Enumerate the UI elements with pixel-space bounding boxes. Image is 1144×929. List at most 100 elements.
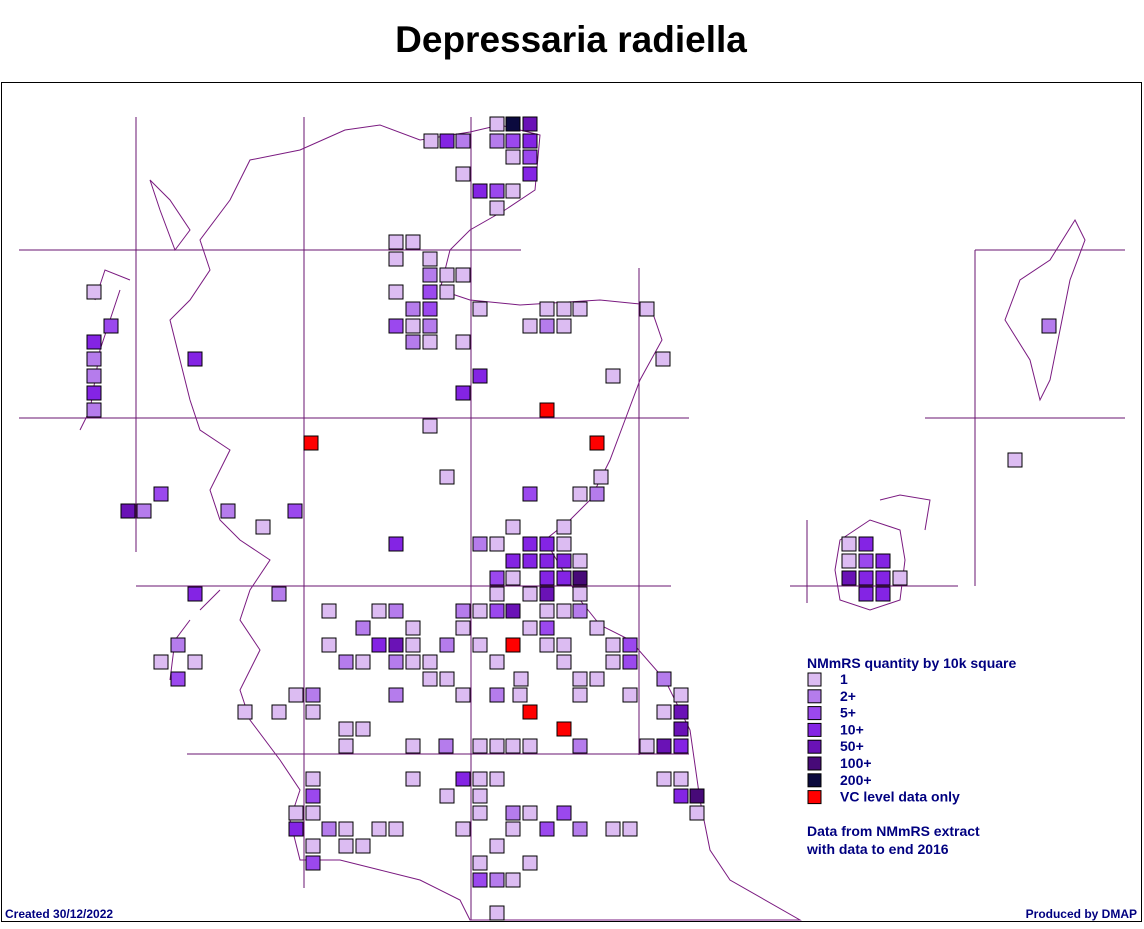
record-square (841, 536, 857, 552)
record-square (388, 251, 404, 267)
record-square (388, 654, 404, 670)
record-square (505, 519, 521, 535)
record-square (589, 620, 605, 636)
record-square (556, 805, 572, 821)
record-square (489, 586, 505, 602)
record-square (489, 738, 505, 754)
record-square (86, 334, 102, 350)
record-square (439, 267, 455, 283)
record-square (321, 637, 337, 653)
record-square (489, 570, 505, 586)
record-square (321, 603, 337, 619)
record-square (556, 637, 572, 653)
record-square (439, 671, 455, 687)
legend-label: 100+ (840, 755, 872, 771)
record-square (237, 704, 253, 720)
record-square (439, 284, 455, 300)
record-square (472, 368, 488, 384)
record-square (86, 368, 102, 384)
record-square (522, 855, 538, 871)
record-square (422, 318, 438, 334)
record-square (472, 738, 488, 754)
map-frame (1, 82, 1142, 922)
record-square (522, 486, 538, 502)
record-square (439, 133, 455, 149)
record-square (539, 637, 555, 653)
record-square (187, 351, 203, 367)
record-square (303, 435, 319, 451)
record-square (438, 738, 454, 754)
record-square (489, 654, 505, 670)
record-square (605, 368, 621, 384)
record-square (841, 570, 857, 586)
record-square (673, 704, 689, 720)
record-square (512, 687, 528, 703)
records (86, 116, 1057, 921)
record-square (271, 704, 287, 720)
record-square (355, 838, 371, 854)
record-square (472, 872, 488, 888)
record-square (371, 821, 387, 837)
record-square (539, 821, 555, 837)
legend-label: 2+ (840, 688, 856, 704)
record-square (673, 738, 689, 754)
record-square (455, 821, 471, 837)
record-square (656, 738, 672, 754)
record-square (656, 771, 672, 787)
record-square (539, 586, 555, 602)
record-square (288, 805, 304, 821)
record-square (187, 586, 203, 602)
record-square (1007, 452, 1023, 468)
record-square (371, 603, 387, 619)
record-square (255, 519, 271, 535)
record-square (556, 301, 572, 317)
legend-swatch (807, 689, 822, 704)
record-square (455, 385, 471, 401)
record-square (892, 570, 908, 586)
record-square (422, 654, 438, 670)
record-square (539, 553, 555, 569)
record-square (505, 116, 521, 132)
record-square (522, 586, 538, 602)
record-square (589, 435, 605, 451)
record-square (689, 788, 705, 804)
legend: NMmRS quantity by 10k square 12+5+10+50+… (807, 655, 1016, 805)
record-square (1041, 318, 1057, 334)
record-square (489, 872, 505, 888)
record-square (639, 738, 655, 754)
record-square (388, 536, 404, 552)
record-square (388, 603, 404, 619)
record-square (572, 603, 588, 619)
record-square (539, 570, 555, 586)
record-square (455, 267, 471, 283)
record-square (505, 183, 521, 199)
record-square (271, 586, 287, 602)
record-square (338, 654, 354, 670)
legend-label: 5+ (840, 705, 856, 721)
record-square (556, 654, 572, 670)
record-square (556, 553, 572, 569)
record-square (522, 116, 538, 132)
record-square (422, 334, 438, 350)
record-square (556, 721, 572, 737)
record-square (405, 318, 421, 334)
record-square (405, 654, 421, 670)
note-line: Data from NMmRS extract (807, 823, 980, 839)
record-square (505, 738, 521, 754)
producer: Produced by DMAP (1026, 907, 1137, 921)
record-square (572, 570, 588, 586)
record-square (86, 402, 102, 418)
record-square (187, 654, 203, 670)
record-square (622, 637, 638, 653)
record-square (489, 687, 505, 703)
legend-swatch (807, 722, 822, 737)
record-square (405, 334, 421, 350)
record-square (556, 603, 572, 619)
record-square (572, 586, 588, 602)
record-square (305, 788, 321, 804)
created-date: Created 30/12/2022 (5, 907, 113, 921)
record-square (556, 318, 572, 334)
legend-swatch (807, 706, 822, 721)
record-square (539, 620, 555, 636)
